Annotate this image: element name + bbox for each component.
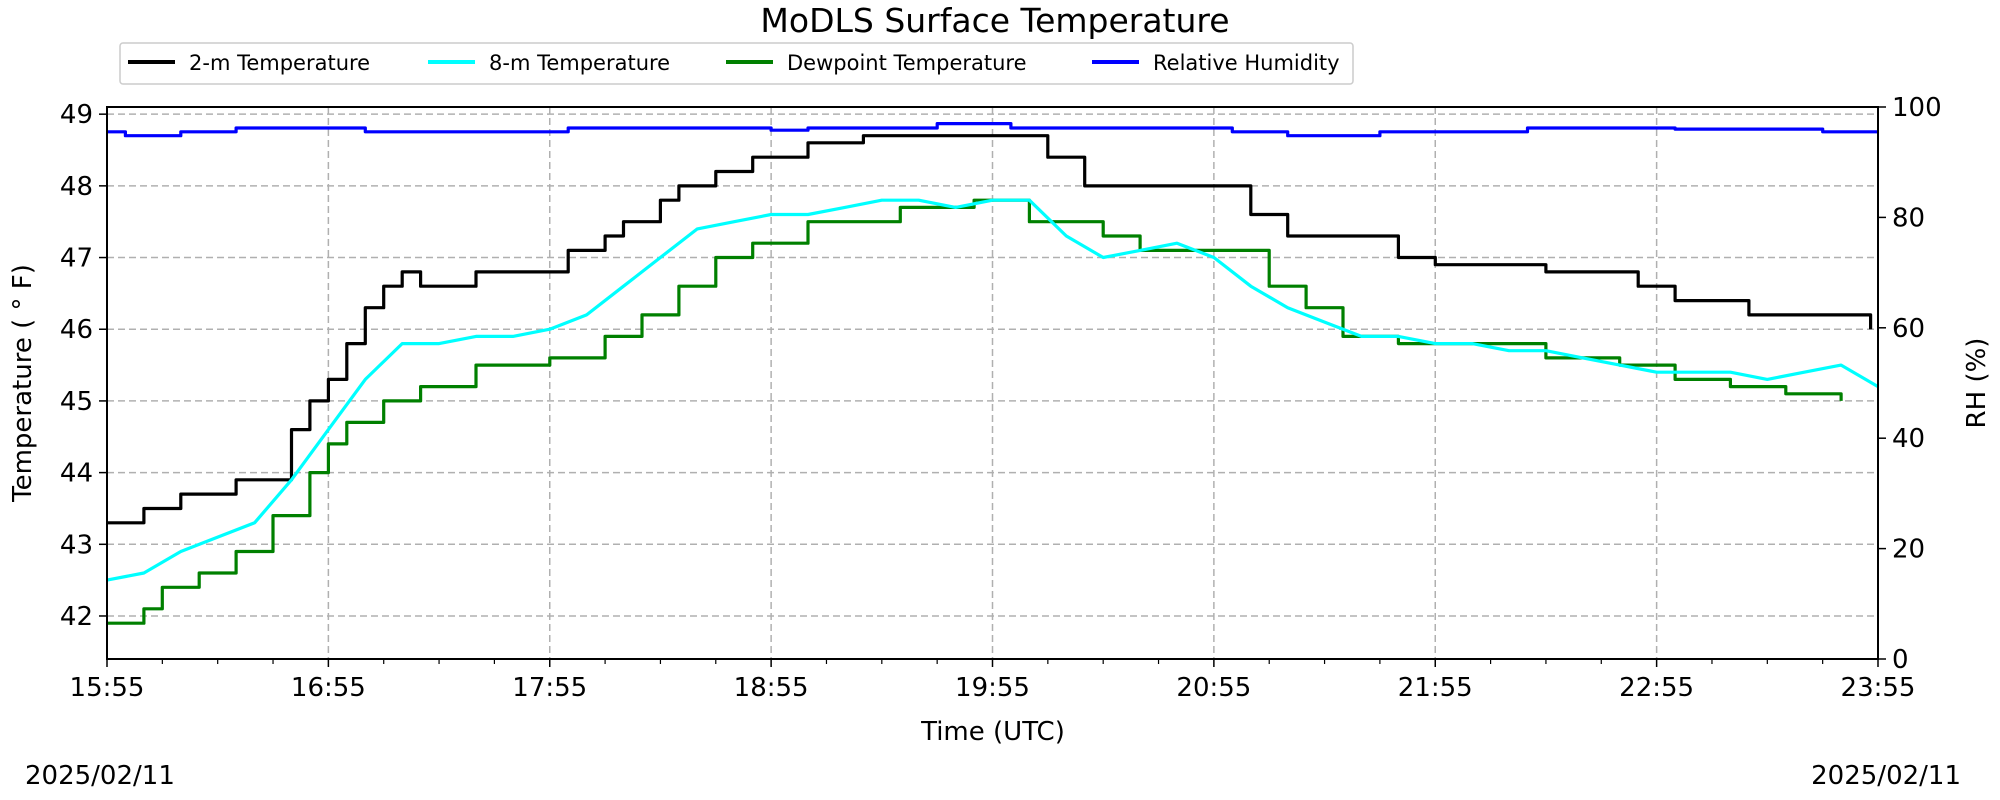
grid xyxy=(107,107,1878,659)
series-line-relative-humidity xyxy=(107,122,1878,138)
y-tick-label: 43 xyxy=(60,530,93,560)
y-tick-label: 45 xyxy=(60,387,93,417)
series-line-2-m-temperature xyxy=(107,134,1873,525)
y-tick-label: 48 xyxy=(60,172,93,202)
y-axis-right: 0 20 40 60 80 100 xyxy=(1878,93,1942,675)
y2-tick-label: 0 xyxy=(1892,645,1909,675)
y-axis-left: 42 43 44 45 46 47 48 49 xyxy=(60,100,107,632)
y2-tick-label: 100 xyxy=(1892,93,1942,123)
y-tick-label: 47 xyxy=(60,244,93,274)
legend-label-8-m-temperature: 8-m Temperature xyxy=(489,51,670,75)
series-line-8-m-temperature xyxy=(106,198,1879,582)
x-axis-label: Time (UTC) xyxy=(920,717,1065,747)
y-tick-label: 44 xyxy=(60,459,93,489)
x-tick-label: 16:55 xyxy=(291,673,366,703)
date-left: 2025/02/11 xyxy=(25,761,175,791)
legend-label-2-m-temperature: 2-m Temperature xyxy=(189,51,370,75)
x-tick-label: 19:55 xyxy=(955,673,1030,703)
date-right: 2025/02/11 xyxy=(1811,761,1961,791)
x-tick-label: 21:55 xyxy=(1398,673,1473,703)
x-tick-label: 22:55 xyxy=(1619,673,1694,703)
x-tick-label: 18:55 xyxy=(734,673,809,703)
y-axis-label: Temperature ( ° F) xyxy=(8,264,38,503)
y2-axis-label: RH (%) xyxy=(1962,338,1992,429)
chart-title: MoDLS Surface Temperature xyxy=(760,1,1229,40)
y2-tick-label: 40 xyxy=(1892,424,1925,454)
y2-tick-label: 80 xyxy=(1892,203,1925,233)
y-tick-label: 42 xyxy=(60,602,93,632)
y2-tick-label: 60 xyxy=(1892,314,1925,344)
y-tick-label: 46 xyxy=(60,315,93,345)
x-tick-label: 15:55 xyxy=(70,673,145,703)
series-line-dewpoint-temperature xyxy=(107,198,1843,625)
x-tick-label: 17:55 xyxy=(512,673,587,703)
x-tick-label: 23:55 xyxy=(1841,673,1916,703)
series-layer xyxy=(106,122,1879,625)
legend-label-dewpoint-temperature: Dewpoint Temperature xyxy=(787,51,1027,75)
legend: 2-m Temperature 8-m Temperature Dewpoint T… xyxy=(119,42,1354,85)
x-axis: 15:55 16:55 17:55 18:55 19:55 20:55 21:55 22:55… xyxy=(70,659,1916,703)
y2-tick-label: 20 xyxy=(1892,535,1925,565)
x-tick-label: 20:55 xyxy=(1176,673,1251,703)
legend-label-relative-humidity: Relative Humidity xyxy=(1153,51,1340,75)
y-tick-label: 49 xyxy=(60,100,93,130)
